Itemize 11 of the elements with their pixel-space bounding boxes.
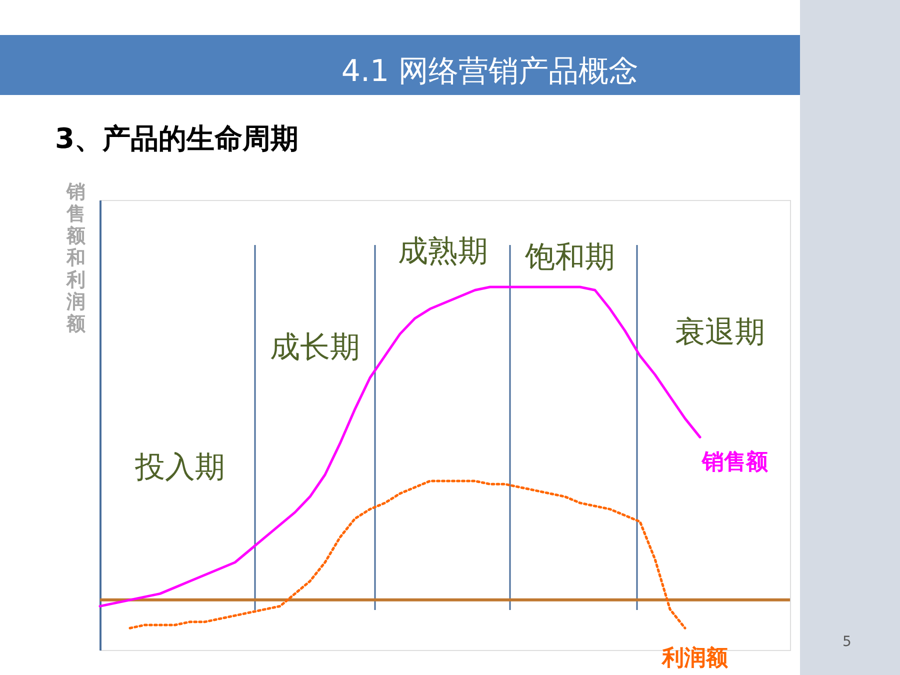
annotation: 投入期 <box>134 450 225 485</box>
series-label: 利润额 <box>661 645 729 672</box>
chart-title: 4.1 网络营销产品概念 <box>341 54 639 89</box>
text: 成熟期 <box>398 234 488 269</box>
series-label: 销售额 <box>701 449 769 476</box>
annotation: 成长期 <box>270 330 360 365</box>
y-axis-title: 销售额和利润额 <box>66 181 86 335</box>
chart-subtitle: 3、产品的生命周期 <box>55 122 298 155</box>
text: 5 <box>842 634 852 650</box>
annotation: 衰退期 <box>675 315 765 350</box>
text: 饱和期 <box>524 240 615 275</box>
